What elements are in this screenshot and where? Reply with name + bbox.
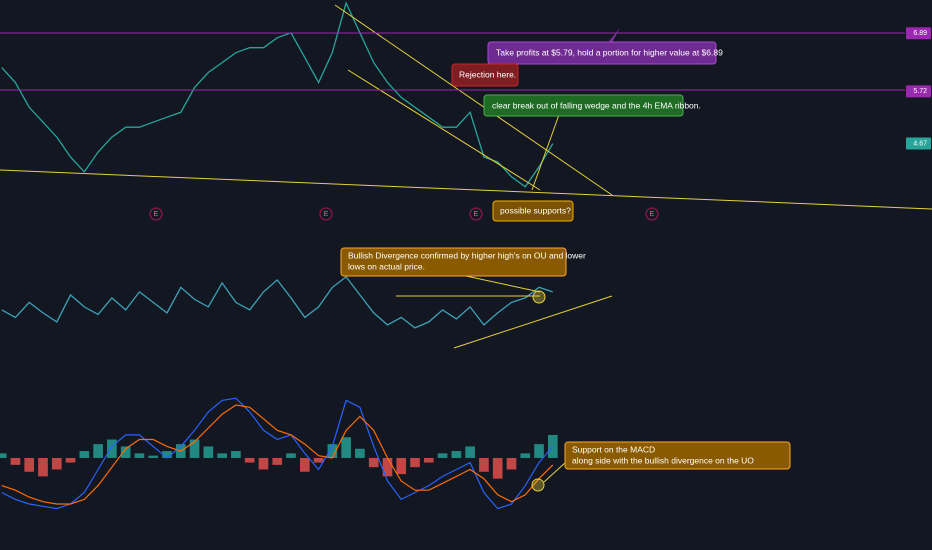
mark-layer <box>0 1 558 510</box>
price-badge-label: 6.89 <box>913 30 927 37</box>
callout-text: Rejection here. <box>459 69 516 79</box>
price-badge <box>906 137 931 150</box>
callout-box <box>487 41 717 65</box>
histogram-bar <box>189 439 200 458</box>
histogram-bar <box>134 453 145 458</box>
label-layer: 6.89 5.72 4.67 <box>906 27 931 150</box>
callout-text: Bullish Divergence confirmed by higher h… <box>348 250 586 260</box>
callout-box <box>340 247 567 277</box>
histogram-bar <box>451 451 462 458</box>
histogram-bar <box>327 444 338 458</box>
histogram-bar <box>258 457 269 470</box>
histogram-bar <box>520 453 531 458</box>
callout-text: Support on the MACD <box>572 444 655 454</box>
price-badge <box>906 27 931 40</box>
callout-box <box>564 441 791 470</box>
histogram-bar <box>162 451 172 458</box>
callout-text: along side with the bullish divergence o… <box>572 455 754 465</box>
price-line <box>1 275 554 329</box>
histogram-bar <box>286 453 296 458</box>
earnings-marker <box>149 207 163 221</box>
histogram-bar <box>368 457 379 468</box>
callout-text: clear break out of falling wedge and the… <box>492 100 701 110</box>
earnings-label: E <box>474 211 479 218</box>
histogram-bar <box>79 451 90 458</box>
histogram-bar <box>203 446 214 458</box>
histogram-bar <box>492 457 503 479</box>
histogram-bar <box>465 446 475 458</box>
histogram-bar <box>148 455 159 458</box>
histogram-bar <box>299 457 310 472</box>
earnings-marker <box>469 207 483 221</box>
indicator-line <box>1 397 554 510</box>
callout-text: Take profits at $5.79, hold a portion fo… <box>496 47 723 57</box>
histogram-bar <box>437 453 448 458</box>
indicator-line <box>1 404 554 505</box>
histogram-bar <box>93 444 103 458</box>
histogram-bar <box>10 457 21 465</box>
histogram-bar <box>341 437 351 458</box>
uo-pointer <box>465 275 541 293</box>
earnings-label: E <box>154 211 159 218</box>
histogram-bar <box>313 457 324 463</box>
histogram-bar <box>38 457 48 477</box>
price-line <box>1 1 554 188</box>
histogram-bar <box>51 457 62 470</box>
uo-trend <box>453 295 613 349</box>
uo-highlight <box>532 290 546 304</box>
macd-pointer <box>543 461 567 483</box>
histogram-bar <box>65 457 76 463</box>
histogram-bar <box>107 439 117 458</box>
wedge-top <box>334 4 613 196</box>
support-line <box>0 169 932 210</box>
callout-box <box>451 63 519 87</box>
earnings-label: E <box>650 211 655 218</box>
histogram-bar <box>355 448 365 458</box>
callout-text: lows on actual price. <box>348 261 425 271</box>
histogram-bar <box>382 457 393 477</box>
price-badge-label: 4.67 <box>913 140 927 147</box>
earnings-label: E <box>324 211 329 218</box>
histogram-bar <box>410 457 420 468</box>
histogram-bar <box>534 444 544 458</box>
histogram-bar <box>396 457 407 475</box>
histogram-bar <box>0 453 7 458</box>
histogram-bar <box>231 451 241 458</box>
histogram-bar <box>479 457 489 472</box>
callout-text: possible supports? <box>500 205 571 215</box>
earnings-marker <box>319 207 333 221</box>
macd-highlight <box>531 478 545 492</box>
breakout-line <box>531 111 561 191</box>
histogram-bar <box>120 446 131 458</box>
callout-box <box>483 94 684 117</box>
callout-box <box>492 200 574 222</box>
histogram-bar <box>24 457 35 472</box>
histogram-bar <box>423 457 434 463</box>
earnings-markers: E E E E <box>149 207 659 221</box>
price-badge-label: 5.72 <box>913 88 927 95</box>
histogram-bar <box>217 453 227 458</box>
histogram-bar <box>506 457 517 470</box>
annotations: Take profits at $5.79, hold a portion fo… <box>340 41 791 470</box>
histogram-bar <box>244 457 255 463</box>
earnings-marker <box>645 207 659 221</box>
price-badge <box>906 85 931 98</box>
histogram-bar <box>272 457 283 465</box>
